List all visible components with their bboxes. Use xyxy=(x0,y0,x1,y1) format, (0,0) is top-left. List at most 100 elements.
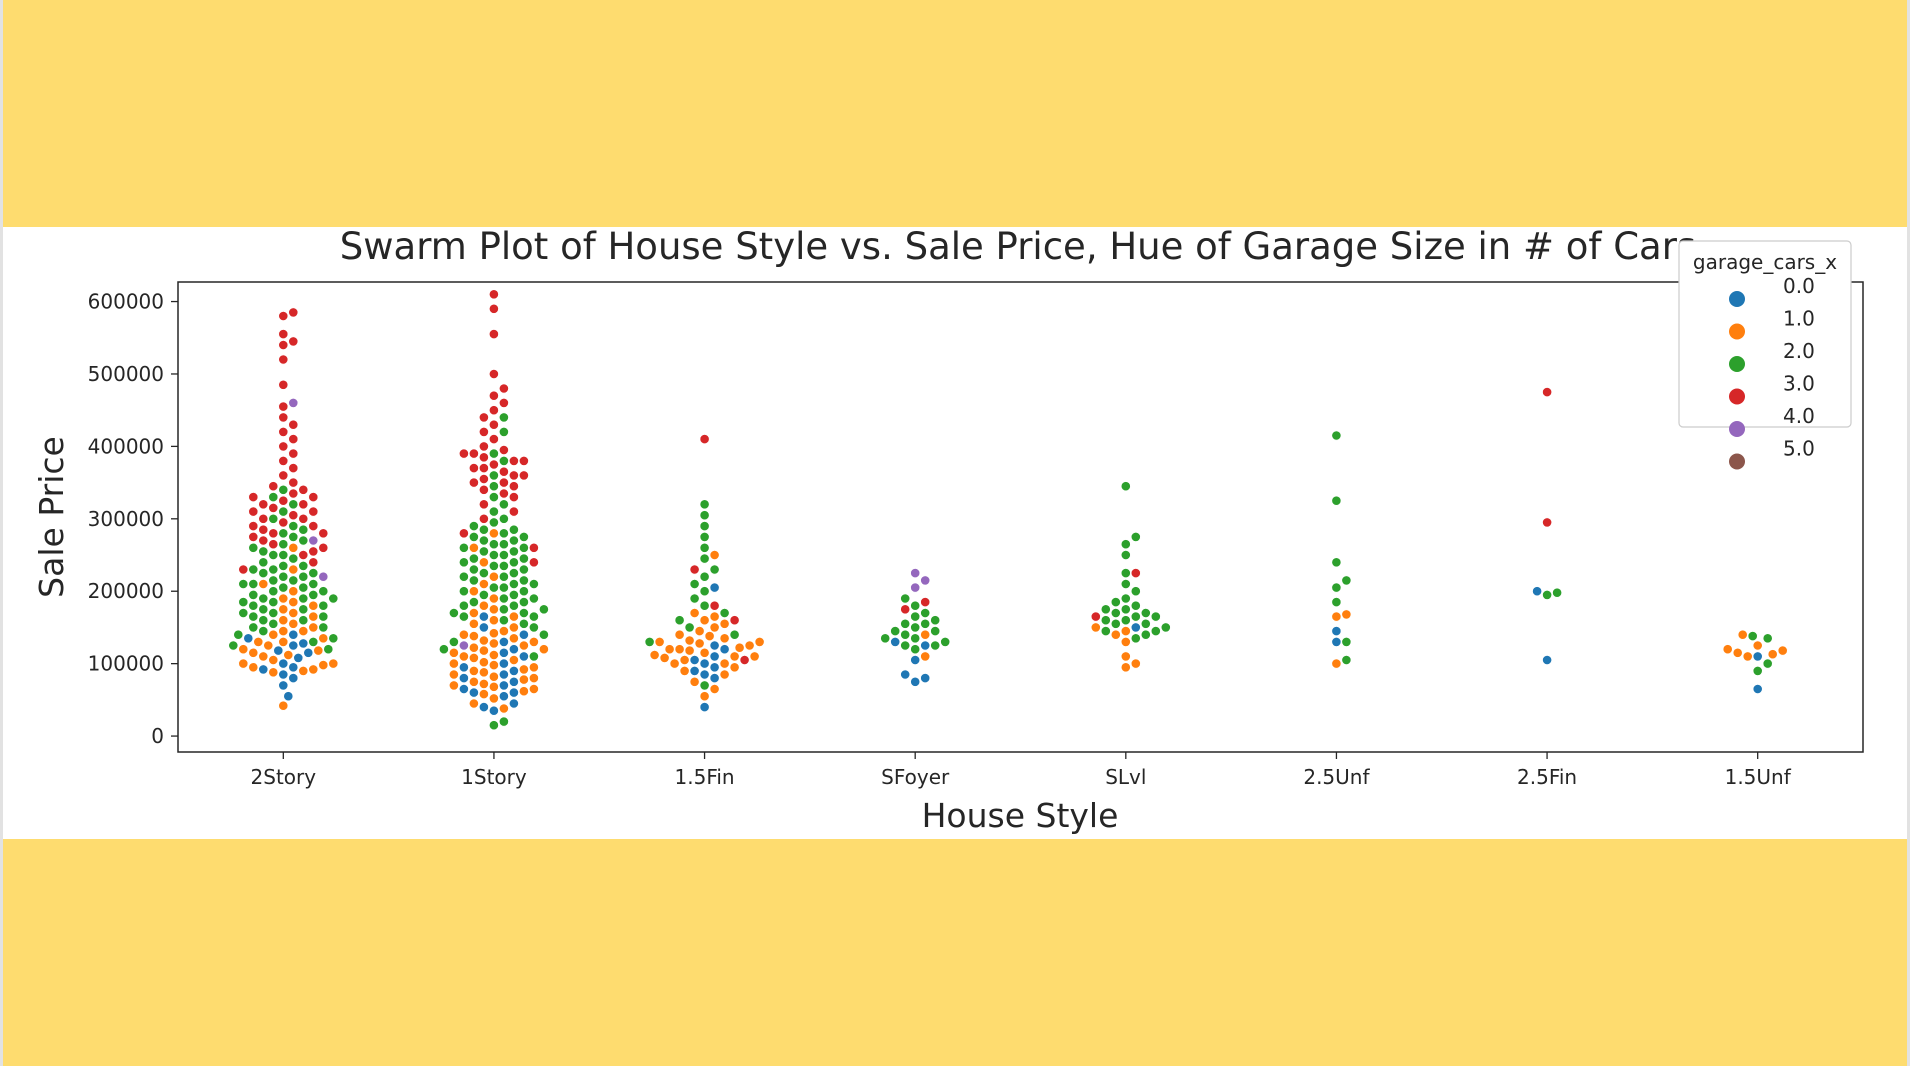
swarm-point xyxy=(268,618,279,629)
swarm-point xyxy=(529,673,539,683)
legend-marker xyxy=(1729,388,1745,405)
swarm-point xyxy=(910,676,921,687)
swarm-point xyxy=(268,667,279,678)
swarm-point xyxy=(488,638,499,649)
swarm-point xyxy=(478,535,489,546)
swarm-point xyxy=(519,608,529,618)
swarm-point xyxy=(468,597,479,607)
swarm-point xyxy=(508,524,519,535)
swarm-point xyxy=(468,542,479,553)
swarm-point xyxy=(318,571,329,582)
swarm-point xyxy=(288,510,299,521)
swarm-point xyxy=(468,608,479,618)
swarm-point xyxy=(478,702,489,712)
swarm-point xyxy=(328,593,339,604)
swarm-point xyxy=(709,651,720,662)
swarm-point xyxy=(308,636,319,647)
legend-marker xyxy=(1729,453,1745,470)
swarm-point xyxy=(910,655,921,665)
swarm-point xyxy=(298,626,309,636)
y-tick-label: 100000 xyxy=(88,652,164,676)
swarm-point xyxy=(920,597,931,607)
x-tick-label: 2.5Unf xyxy=(1303,765,1370,789)
swarm-point xyxy=(258,579,269,589)
swarm-point xyxy=(1130,568,1141,578)
swarm-point xyxy=(488,390,499,401)
swarm-point xyxy=(704,631,715,641)
swarm-point xyxy=(709,611,720,622)
swarm-point xyxy=(910,622,921,633)
swarm-point xyxy=(694,638,705,649)
swarm-point xyxy=(1110,629,1121,640)
swarm-point xyxy=(248,622,259,633)
swarm-point xyxy=(1100,615,1111,626)
swarm-point xyxy=(308,535,319,546)
swarm-point xyxy=(468,521,479,531)
swarm-point xyxy=(719,669,730,680)
swarm-point xyxy=(719,658,730,669)
chart-title: Swarm Plot of House Style vs. Sale Price… xyxy=(340,227,1696,268)
swarm-point xyxy=(278,582,289,593)
swarm-point xyxy=(1742,651,1753,662)
swarm-point xyxy=(278,484,289,495)
swarm-point xyxy=(729,662,740,673)
swarm-point xyxy=(468,642,479,653)
swarm-point xyxy=(689,564,700,575)
swarm-point xyxy=(1331,611,1342,622)
swarm-point xyxy=(1752,640,1763,651)
swarm-point xyxy=(498,626,509,636)
swarm-point xyxy=(288,586,299,597)
swarm-point xyxy=(438,644,449,655)
swarm-point xyxy=(318,528,329,539)
swarm-point xyxy=(880,633,891,644)
swarm-point xyxy=(709,622,720,633)
swarm-point xyxy=(1140,618,1151,629)
swarm-point xyxy=(920,629,931,640)
swarm-point xyxy=(468,665,479,676)
swarm-point xyxy=(1120,568,1131,578)
x-tick-label: SFoyer xyxy=(881,765,950,789)
swarm-point xyxy=(278,412,289,423)
swarm-point xyxy=(910,600,921,611)
swarm-point xyxy=(519,564,529,575)
swarm-point xyxy=(508,506,519,517)
swarm-point xyxy=(268,550,279,560)
swarm-point xyxy=(900,593,911,604)
swarm-point xyxy=(488,582,499,593)
swarm-point xyxy=(1737,629,1748,640)
swarm-point xyxy=(268,629,279,640)
swarm-point xyxy=(268,528,279,539)
swarm-point xyxy=(529,651,539,662)
swarm-point xyxy=(910,633,921,644)
swarm-point xyxy=(1140,629,1151,640)
swarm-point xyxy=(258,513,269,524)
swarm-point xyxy=(1341,655,1352,665)
swarm-point xyxy=(699,531,710,542)
swarm-point xyxy=(1110,618,1121,629)
y-tick-label: 400000 xyxy=(88,434,164,458)
swarm-point xyxy=(488,303,499,314)
swarm-point xyxy=(1120,579,1131,589)
swarm-point xyxy=(498,703,509,714)
swarm-point xyxy=(488,448,499,459)
swarm-point xyxy=(519,664,529,675)
x-tick-label: SLvl xyxy=(1105,765,1146,789)
swarm-point xyxy=(488,289,499,300)
swarm-point xyxy=(1120,550,1131,560)
swarm-point xyxy=(498,604,509,615)
chart-panel: Swarm Plot of House Style vs. Sale Price… xyxy=(3,227,1907,839)
swarm-point xyxy=(709,550,720,560)
swarm-point xyxy=(278,470,289,481)
swarm-point xyxy=(478,667,489,678)
swarm-point xyxy=(519,542,529,553)
swarm-point xyxy=(930,626,941,636)
swarm-point xyxy=(468,477,479,488)
swarm-point xyxy=(318,542,329,553)
swarm-point xyxy=(248,542,259,553)
swarm-point xyxy=(468,652,479,663)
swarm-point xyxy=(278,311,289,321)
swarm-point xyxy=(238,597,249,607)
swarm-point xyxy=(1120,662,1131,673)
swarm-point xyxy=(318,586,329,597)
swarm-point xyxy=(519,686,529,697)
